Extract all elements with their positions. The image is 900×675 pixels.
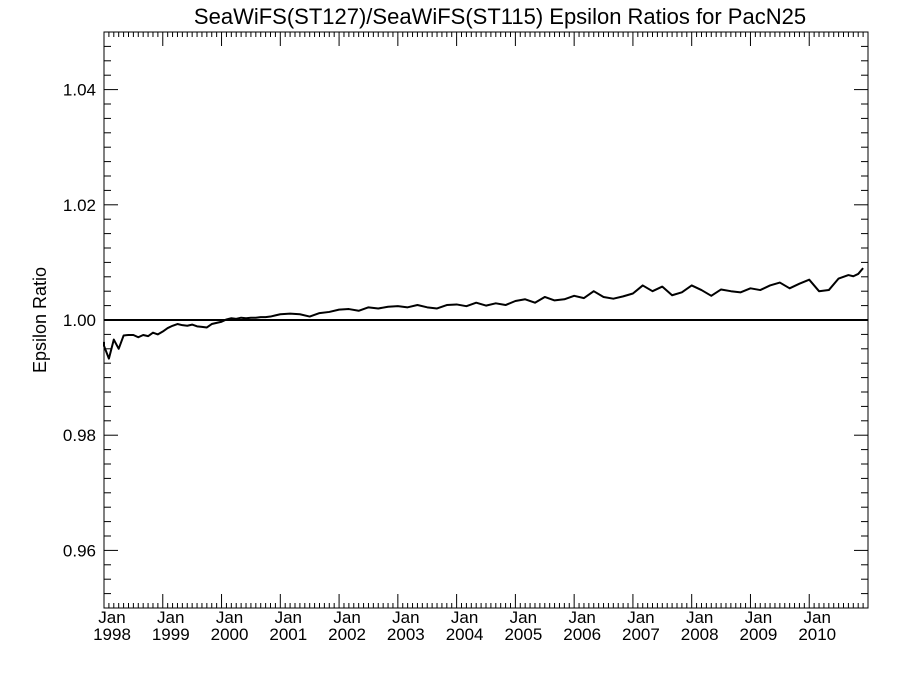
x-tick-label-year: 2010 [798,625,836,644]
x-tick-label-month: Jan [568,608,595,627]
x-tick-label-year: 2001 [269,625,307,644]
chart-title: SeaWiFS(ST127)/SeaWiFS(ST115) Epsilon Ra… [194,4,806,29]
x-tick-label-year: 2004 [446,625,484,644]
y-tick-label: 0.96 [63,541,96,560]
x-tick-label-year: 2000 [211,625,249,644]
x-tick-label-month: Jan [98,608,125,627]
y-tick-label: 0.98 [63,426,96,445]
x-tick-label-year: 1999 [152,625,190,644]
x-tick-label-month: Jan [216,608,243,627]
x-tick-label-year: 2003 [387,625,425,644]
x-tick-label-year: 2007 [622,625,660,644]
tick-labels: 0.960.981.001.021.04Jan1998Jan1999Jan200… [63,81,836,644]
x-tick-label-month: Jan [686,608,713,627]
x-tick-label-month: Jan [451,608,478,627]
y-axis-label: Epsilon Ratio [30,267,50,373]
x-tick-label-month: Jan [804,608,831,627]
x-tick-label-month: Jan [275,608,302,627]
x-tick-label-year: 2008 [681,625,719,644]
x-tick-label-year: 2005 [504,625,542,644]
x-tick-label-month: Jan [392,608,419,627]
x-tick-label-month: Jan [510,608,537,627]
y-tick-label: 1.00 [63,311,96,330]
series-line [103,267,864,360]
x-tick-label-year: 2009 [740,625,778,644]
x-tick-label-year: 2006 [563,625,601,644]
x-tick-label-month: Jan [157,608,184,627]
x-tick-label-month: Jan [627,608,654,627]
x-tick-label-month: Jan [745,608,772,627]
axis-ticks [103,31,869,609]
plot-frame [103,31,869,609]
x-tick-label-year: 1998 [93,625,131,644]
y-tick-label: 1.02 [63,196,96,215]
y-tick-label: 1.04 [63,81,96,100]
x-tick-label-month: Jan [333,608,360,627]
x-tick-label-year: 2002 [328,625,366,644]
